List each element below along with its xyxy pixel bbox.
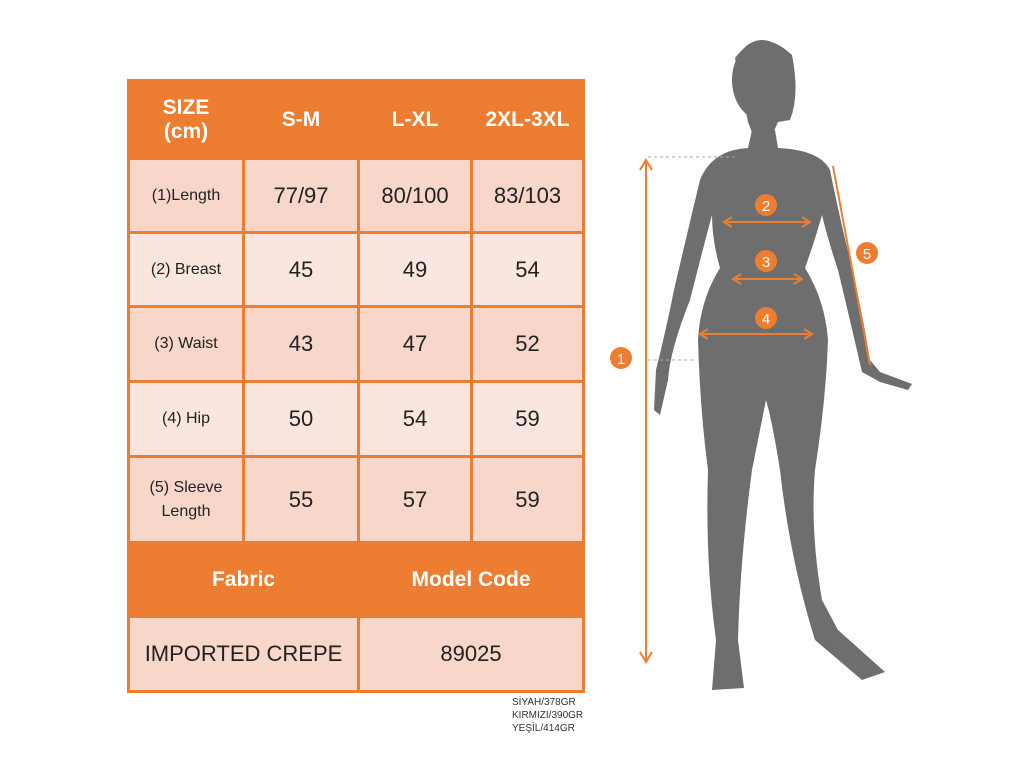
cell: 83/103 [470,157,585,234]
table-row: (3) Waist 43 47 52 [127,305,585,383]
cell: 50 [242,380,360,458]
cell: 59 [470,455,585,544]
size-s-m-header: S-M [242,79,360,160]
row-label: (4) Hip [127,380,245,458]
woman-silhouette [654,40,912,690]
cell: 49 [357,231,473,308]
cell: 80/100 [357,157,473,234]
footer-header-row: Fabric Model Code [127,541,585,618]
header-row: SIZE (cm) S-M L-XL 2XL-3XL [127,79,585,160]
cell: 45 [242,231,360,308]
fabric-value: IMPORTED CREPE [127,615,360,693]
cell: 54 [357,380,473,458]
table-row: (4) Hip 50 54 59 [127,380,585,458]
marker-5: 5 [863,246,871,263]
marker-3: 3 [762,254,770,271]
cell: 55 [242,455,360,544]
marker-2: 2 [762,198,770,215]
row-label: (1)Length [127,157,245,234]
model-code-value: 89025 [357,615,585,693]
size-header: SIZE (cm) [127,79,245,160]
measurement-lines [639,158,871,664]
weight-line: KIRMIZI/390GR [512,710,584,721]
cell: 47 [357,305,473,383]
size-2xl-3xl-header: 2XL-3XL [470,79,585,160]
cell: 77/97 [242,157,360,234]
row-label: (3) Waist [127,305,245,383]
size-l-xl-header: L-XL [357,79,473,160]
weight-line: SİYAH/378GR [512,697,576,708]
size-chart-table: SIZE (cm) S-M L-XL 2XL-3XL (1)Length 77/… [127,79,585,693]
marker-1: 1 [617,351,625,368]
footer-row: IMPORTED CREPE 89025 [127,615,585,693]
table-row: (5) Sleeve Length 55 57 59 [127,455,585,544]
table-row: (1)Length 77/97 80/100 83/103 [127,157,585,234]
marker-4: 4 [762,311,770,328]
weight-line: YEŞİL/414GR [512,723,575,734]
color-weights: SİYAH/378GR KIRMIZI/390GR YEŞİL/414GR [512,696,583,735]
cell: 43 [242,305,360,383]
cell: 54 [470,231,585,308]
marker-badges: 1 2 3 4 5 [610,194,878,369]
fabric-header: Fabric [127,541,360,618]
model-code-header: Model Code [357,541,585,618]
cell: 52 [470,305,585,383]
cell: 57 [357,455,473,544]
cell: 59 [470,380,585,458]
row-label: (2) Breast [127,231,245,308]
table-row: (2) Breast 45 49 54 [127,231,585,308]
row-label: (5) Sleeve Length [127,455,245,544]
